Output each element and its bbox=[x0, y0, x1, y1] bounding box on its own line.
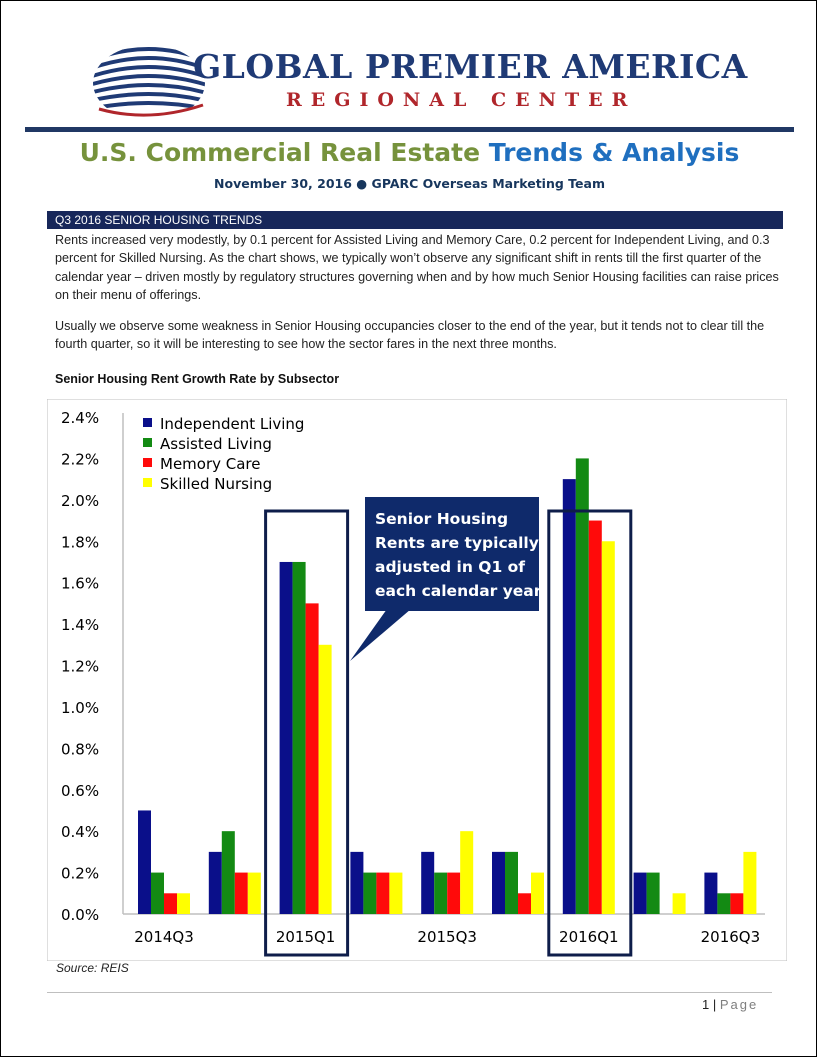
bar-memory-care-2015Q1 bbox=[305, 603, 319, 914]
bar-skilled-nursing-2016Q1 bbox=[601, 541, 615, 914]
bar-skilled-nursing-2014Q3 bbox=[177, 893, 190, 914]
bar-assisted-living-2015Q2 bbox=[363, 872, 377, 914]
source-note: Source: REIS bbox=[56, 961, 129, 975]
paragraph-2: Usually we observe some weakness in Seni… bbox=[55, 319, 765, 352]
y-tick-label: 0.4% bbox=[61, 823, 99, 841]
bar-assisted-living-2015Q3 bbox=[434, 872, 448, 914]
callout-box bbox=[365, 497, 539, 611]
legend-label: Skilled Nursing bbox=[160, 475, 272, 493]
bar-skilled-nursing-2016Q3 bbox=[743, 851, 757, 914]
footer-divider bbox=[47, 992, 772, 993]
x-tick-label: 2016Q3 bbox=[701, 928, 761, 946]
bar-memory-care-2016Q3 bbox=[730, 893, 744, 914]
y-tick-label: 1.6% bbox=[61, 575, 99, 593]
bar-memory-care-2016Q1 bbox=[588, 520, 602, 914]
legend-swatch bbox=[143, 478, 152, 487]
title-part-1: U.S. Commercial Real Estate bbox=[79, 138, 481, 167]
bar-skilled-nursing-2015Q1 bbox=[318, 644, 332, 914]
callout-text-line: Rents are typically bbox=[375, 534, 539, 552]
legend-swatch bbox=[143, 438, 152, 447]
callout-text-line: adjusted in Q1 of bbox=[375, 558, 525, 576]
page-subtitle: November 30, 2016 ● GPARC Overseas Marke… bbox=[214, 176, 605, 191]
bar-skilled-nursing-2015Q2 bbox=[389, 872, 403, 914]
callout-text-line: Senior Housing bbox=[375, 510, 508, 528]
legend-label: Assisted Living bbox=[160, 435, 272, 453]
page-number: 1 bbox=[702, 997, 710, 1012]
chart-frame bbox=[47, 399, 787, 961]
header-divider bbox=[25, 127, 794, 132]
y-tick-label: 2.0% bbox=[61, 492, 99, 510]
bar-independent-living-2015Q2 bbox=[350, 851, 364, 914]
y-tick-label: 0.8% bbox=[61, 740, 99, 758]
legend-swatch bbox=[143, 458, 152, 467]
bar-skilled-nursing-2016Q2 bbox=[672, 893, 686, 914]
bar-memory-care-2014Q4 bbox=[234, 872, 248, 914]
bar-independent-living-2015Q3 bbox=[421, 851, 435, 914]
y-tick-label: 1.2% bbox=[61, 658, 99, 676]
legend-swatch bbox=[143, 418, 152, 427]
y-tick-label: 1.4% bbox=[61, 616, 99, 634]
legend-label: Independent Living bbox=[160, 415, 304, 433]
bar-assisted-living-2016Q2 bbox=[646, 872, 660, 914]
rent-growth-chart: 0.0% 0.2% 0.4% 0.6% 0.8% 1.0% 1.2% 1.4% 1.6% 1.8%… bbox=[47, 399, 787, 961]
bar-assisted-living-2016Q1 bbox=[575, 458, 589, 914]
bar-skilled-nursing-2015Q3 bbox=[460, 831, 474, 914]
legend-label: Memory Care bbox=[160, 455, 261, 473]
chart-title: Senior Housing Rent Growth Rate by Subse… bbox=[55, 372, 340, 386]
paragraph-1: Rents increased very modestly, by 0.1 pe… bbox=[55, 233, 779, 302]
bar-independent-living-2015Q4 bbox=[492, 851, 505, 914]
globe-logo-icon bbox=[93, 47, 205, 117]
y-tick-label: 0.6% bbox=[61, 782, 99, 800]
page-label: Page bbox=[719, 997, 759, 1012]
x-tick-label: 2016Q1 bbox=[559, 928, 619, 946]
brand-name: GLOBAL PREMIER AMERICA bbox=[193, 47, 748, 86]
bar-assisted-living-2014Q3 bbox=[151, 872, 164, 914]
highlight-box-2015Q1 bbox=[264, 509, 350, 957]
y-tick-label: 1.8% bbox=[61, 533, 99, 551]
page-title: U.S. Commercial Real Estate Trends & Ana… bbox=[1, 138, 816, 167]
bar-memory-care-2015Q3 bbox=[447, 872, 461, 914]
bar-memory-care-2014Q3 bbox=[164, 893, 177, 914]
bar-assisted-living-2015Q4 bbox=[505, 851, 518, 914]
bar-independent-living-2014Q3 bbox=[138, 810, 151, 914]
x-tick-label: 2015Q3 bbox=[417, 928, 477, 946]
y-tick-label: 2.4% bbox=[61, 409, 99, 427]
y-tick-label: 2.2% bbox=[61, 450, 99, 468]
bar-assisted-living-2016Q3 bbox=[717, 893, 731, 914]
bar-skilled-nursing-2014Q4 bbox=[247, 872, 261, 914]
callout-text-line: each calendar year bbox=[375, 582, 542, 600]
x-tick-label: 2015Q1 bbox=[276, 928, 336, 946]
bar-memory-care-2015Q2 bbox=[376, 872, 390, 914]
bar-assisted-living-2014Q4 bbox=[221, 831, 235, 914]
bar-independent-living-2016Q2 bbox=[633, 872, 647, 914]
y-tick-label: 0.2% bbox=[61, 865, 99, 883]
section-heading: Q3 2016 SENIOR HOUSING TRENDS bbox=[47, 211, 783, 229]
brand-subtitle: REGIONAL CENTER bbox=[286, 89, 637, 111]
footer-separator: | bbox=[712, 997, 717, 1012]
bar-independent-living-2016Q1 bbox=[562, 479, 576, 914]
y-tick-label: 1.0% bbox=[61, 699, 99, 717]
page-footer: 1 | Page bbox=[702, 997, 758, 1012]
bar-independent-living-2016Q3 bbox=[704, 872, 718, 914]
highlight-box-2016Q1 bbox=[547, 509, 633, 957]
bar-skilled-nursing-2015Q4 bbox=[531, 872, 544, 914]
bar-independent-living-2014Q4 bbox=[208, 851, 222, 914]
bar-independent-living-2015Q1 bbox=[279, 561, 293, 914]
x-tick-label: 2014Q3 bbox=[134, 928, 194, 946]
bar-assisted-living-2015Q1 bbox=[292, 561, 306, 914]
bar-memory-care-2015Q4 bbox=[518, 893, 531, 914]
y-tick-label: 0.0% bbox=[61, 906, 99, 924]
title-part-2: Trends & Analysis bbox=[488, 138, 740, 167]
